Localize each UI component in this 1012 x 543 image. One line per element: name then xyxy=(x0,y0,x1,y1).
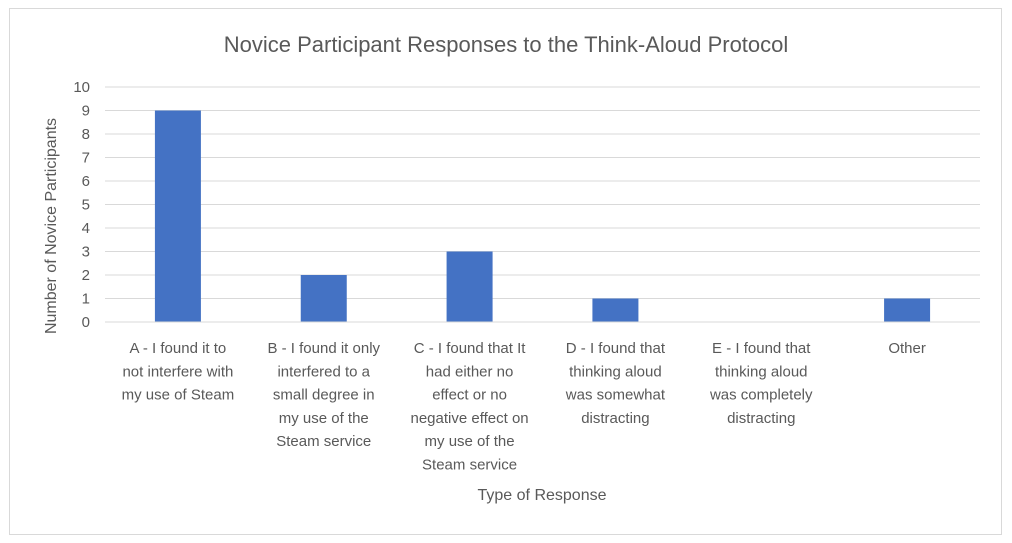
y-tick-label: 1 xyxy=(82,291,90,308)
x-category-label-0: A - I found it to not interfere with my us… xyxy=(122,340,235,404)
x-category-label-1: B - I found it only interfered to a small … xyxy=(267,340,380,450)
x-category-label-line: my use of the xyxy=(425,433,515,450)
y-axis-title: Number of Novice Participants xyxy=(43,118,60,334)
x-category-label-line: effect or no xyxy=(432,387,507,404)
y-tick-label: 0 xyxy=(82,314,90,331)
x-category-label-2: C - I found that It had either no effect o… xyxy=(411,340,529,474)
gridlines xyxy=(105,86,980,299)
y-axis-ticks: 0 1 2 3 4 5 6 7 8 9 10 xyxy=(73,79,90,331)
x-axis-category-labels: A - I found it to not interfere with my us… xyxy=(122,340,926,474)
x-category-label-line: E - I found that xyxy=(712,340,811,357)
y-tick-label: 4 xyxy=(82,220,90,237)
x-category-label-4: E - I found that thinking aloud was comple… xyxy=(709,340,813,427)
y-tick-label: 6 xyxy=(82,173,90,190)
x-category-label-3: D - I found that thinking aloud was somewh… xyxy=(565,340,666,427)
x-category-label-line: Other xyxy=(888,340,926,357)
x-category-label-line: thinking aloud xyxy=(569,363,662,380)
x-category-label-5: Other xyxy=(888,340,926,357)
x-category-label-line: A - I found it to xyxy=(130,340,227,357)
y-tick-label: 5 xyxy=(82,197,90,214)
y-tick-label: 10 xyxy=(73,79,90,96)
x-category-label-line: not interfere with xyxy=(122,363,233,380)
y-tick-label: 9 xyxy=(82,103,90,120)
x-category-label-line: distracting xyxy=(727,410,795,427)
bar-5 xyxy=(884,298,931,322)
x-category-label-line: was completely xyxy=(709,387,813,404)
x-category-label-line: negative effect on xyxy=(411,410,529,427)
bar-2 xyxy=(446,251,493,322)
y-tick-label: 8 xyxy=(82,126,90,143)
x-category-label-line: C - I found that It xyxy=(414,340,527,357)
x-category-label-line: D - I found that xyxy=(566,340,666,357)
bar-1 xyxy=(300,275,347,322)
x-category-label-line: Steam service xyxy=(276,433,371,450)
x-category-label-line: small degree in xyxy=(273,387,375,404)
x-category-label-line: my use of Steam xyxy=(122,387,235,404)
x-category-label-line: thinking aloud xyxy=(715,363,808,380)
chart-title: Novice Participant Responses to the Thin… xyxy=(224,32,789,57)
y-tick-label: 7 xyxy=(82,150,90,167)
y-tick-label: 3 xyxy=(82,244,90,261)
bar-3 xyxy=(592,298,639,322)
x-category-label-line: was somewhat xyxy=(565,387,666,404)
x-category-label-line: Steam service xyxy=(422,457,517,474)
y-tick-label: 2 xyxy=(82,267,90,284)
x-category-label-line: interfered to a xyxy=(277,363,370,380)
x-category-label-line: B - I found it only xyxy=(267,340,380,357)
x-category-label-line: my use of the xyxy=(279,410,369,427)
bar-0 xyxy=(154,110,201,322)
x-category-label-line: had either no xyxy=(426,363,514,380)
bars xyxy=(154,110,931,322)
x-category-label-line: distracting xyxy=(581,410,649,427)
x-axis-title: Type of Response xyxy=(478,487,607,504)
